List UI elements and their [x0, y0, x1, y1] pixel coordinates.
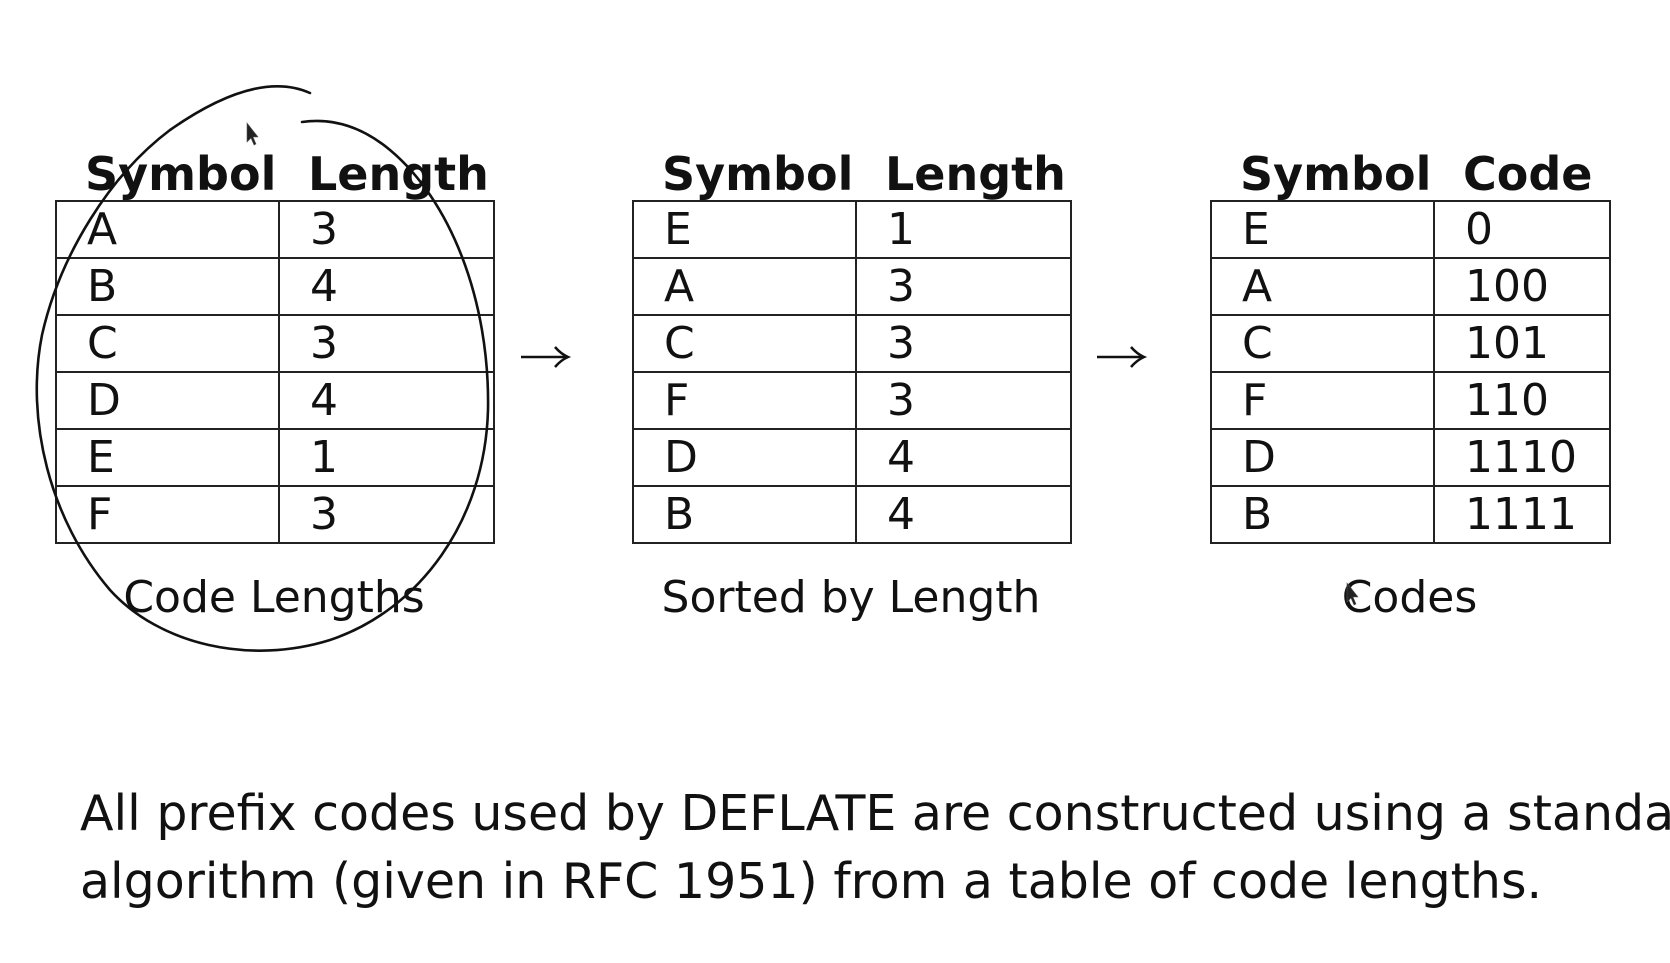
codes-caption: Codes — [1341, 572, 1478, 623]
right-arrow-icon — [1091, 327, 1151, 387]
symbol-cell: B — [55, 257, 280, 316]
symbol-cell: E — [1210, 200, 1435, 259]
symbol-cell: B — [632, 485, 857, 544]
symbol-cell: E — [55, 428, 280, 487]
header-length: Length — [308, 147, 489, 201]
code-cell: 0 — [1433, 200, 1611, 259]
code-cell: 101 — [1433, 314, 1611, 373]
header-code: Code — [1463, 147, 1593, 201]
code-cell: 100 — [1433, 257, 1611, 316]
length-cell: 3 — [278, 314, 495, 373]
length-cell: 4 — [855, 428, 1072, 487]
codes-header: Symbol Code — [1210, 140, 1611, 200]
length-cell: 3 — [855, 371, 1072, 430]
length-cell: 3 — [855, 257, 1072, 316]
paragraph-line-1: All prefix codes used by DEFLATE are con… — [80, 785, 1670, 842]
code-lengths-header: Symbol Length — [55, 140, 495, 200]
header-length: Length — [885, 147, 1066, 201]
table-row: B 1111 — [1210, 485, 1611, 544]
table-row: C 101 — [1210, 314, 1611, 373]
symbol-cell: D — [55, 371, 280, 430]
symbol-cell: F — [1210, 371, 1435, 430]
header-symbol: Symbol — [662, 147, 854, 201]
code-cell: 110 — [1433, 371, 1611, 430]
length-cell: 1 — [855, 200, 1072, 259]
symbol-cell: C — [55, 314, 280, 373]
paragraph-line-2: algorithm (given in RFC 1951) from a tab… — [80, 853, 1543, 910]
header-symbol: Symbol — [85, 147, 277, 201]
table-row: A 100 — [1210, 257, 1611, 316]
symbol-cell: D — [1210, 428, 1435, 487]
header-symbol: Symbol — [1240, 147, 1432, 201]
symbol-cell: F — [55, 485, 280, 544]
code-cell: 1110 — [1433, 428, 1611, 487]
symbol-cell: E — [632, 200, 857, 259]
length-cell: 4 — [278, 257, 495, 316]
length-cell: 4 — [855, 485, 1072, 544]
code-lengths-caption: Code Lengths — [123, 572, 425, 623]
length-cell: 3 — [278, 200, 495, 259]
table-row: D 1110 — [1210, 428, 1611, 487]
symbol-cell: C — [632, 314, 857, 373]
table-row: F 110 — [1210, 371, 1611, 430]
symbol-cell: A — [55, 200, 280, 259]
description-paragraph: All prefix codes used by DEFLATE are con… — [80, 780, 1670, 916]
length-cell: 1 — [278, 428, 495, 487]
sorted-caption: Sorted by Length — [661, 572, 1041, 623]
symbol-cell: A — [632, 257, 857, 316]
symbol-cell: F — [632, 371, 857, 430]
length-cell: 3 — [855, 314, 1072, 373]
symbol-cell: A — [1210, 257, 1435, 316]
symbol-cell: C — [1210, 314, 1435, 373]
sorted-header: Symbol Length — [632, 140, 1072, 200]
symbol-cell: B — [1210, 485, 1435, 544]
symbol-cell: D — [632, 428, 857, 487]
length-cell: 4 — [278, 371, 495, 430]
length-cell: 3 — [278, 485, 495, 544]
code-cell: 1111 — [1433, 485, 1611, 544]
right-arrow-icon — [515, 327, 575, 387]
